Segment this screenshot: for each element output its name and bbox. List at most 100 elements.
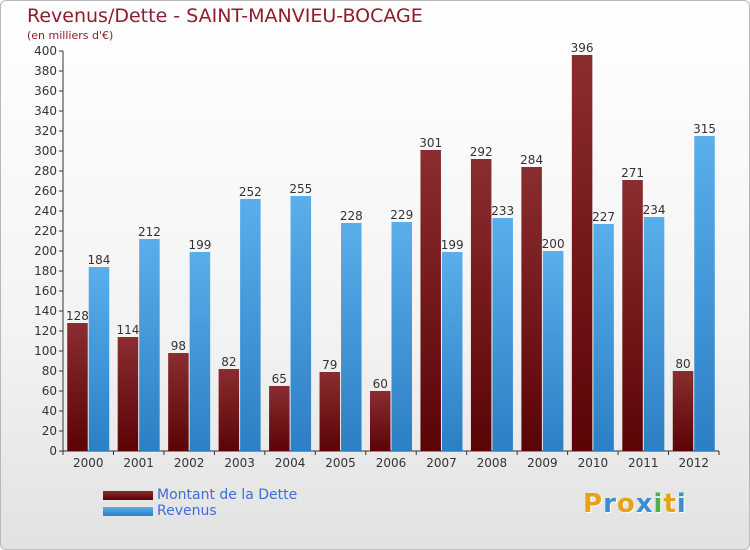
bar-revenus bbox=[88, 267, 110, 451]
chart-subtitle: (en milliers d'€) bbox=[27, 29, 114, 42]
legend-label-dette: Montant de la Dette bbox=[157, 487, 298, 503]
bar-revenus bbox=[189, 252, 211, 451]
bar-revenus bbox=[492, 218, 513, 451]
x-tick-label: 2006 bbox=[376, 456, 407, 470]
logo-letter: i bbox=[676, 489, 687, 519]
y-tick-label: 300 bbox=[34, 144, 57, 158]
value-label-dette: 65 bbox=[272, 372, 287, 386]
y-tick-label: 220 bbox=[34, 224, 57, 238]
bar-revenus bbox=[290, 196, 312, 451]
logo-letter: o bbox=[616, 489, 636, 519]
bar-dette bbox=[420, 150, 441, 451]
y-tick-label: 40 bbox=[42, 404, 57, 418]
bar-dette bbox=[521, 167, 542, 451]
bar-dette bbox=[571, 55, 593, 451]
x-tick-label: 2002 bbox=[174, 456, 205, 470]
value-label-dette: 301 bbox=[419, 136, 442, 150]
bar-dette bbox=[218, 369, 240, 451]
y-tick-label: 360 bbox=[34, 84, 57, 98]
value-label-revenus: 228 bbox=[340, 209, 363, 223]
value-label-revenus: 233 bbox=[491, 204, 514, 218]
bar-revenus bbox=[542, 251, 564, 451]
y-tick-label: 180 bbox=[34, 264, 57, 278]
value-label-dette: 114 bbox=[116, 323, 139, 337]
y-tick-label: 160 bbox=[34, 284, 57, 298]
value-label-revenus: 315 bbox=[693, 122, 716, 136]
bar-revenus bbox=[341, 223, 362, 451]
x-tick-label: 2011 bbox=[628, 456, 659, 470]
bar-revenus bbox=[139, 239, 160, 451]
y-tick-label: 340 bbox=[34, 104, 57, 118]
value-label-dette: 79 bbox=[322, 358, 337, 372]
legend-item-revenus: Revenus bbox=[103, 503, 297, 519]
value-label-revenus: 200 bbox=[542, 237, 565, 251]
value-label-revenus: 199 bbox=[441, 238, 464, 252]
chart-title: Revenus/Dette - SAINT-MANVIEU-BOCAGE bbox=[27, 5, 423, 27]
value-label-revenus: 234 bbox=[643, 203, 666, 217]
value-label-dette: 292 bbox=[470, 145, 493, 159]
y-tick-label: 240 bbox=[34, 204, 57, 218]
bar-dette bbox=[470, 159, 492, 451]
logo-letter: r bbox=[603, 489, 617, 519]
bar-dette bbox=[319, 372, 341, 451]
value-label-dette: 284 bbox=[520, 153, 543, 167]
y-tick-label: 100 bbox=[34, 344, 57, 358]
x-tick-label: 2010 bbox=[578, 456, 609, 470]
x-tick-label: 2007 bbox=[426, 456, 457, 470]
bar-revenus bbox=[643, 217, 665, 451]
x-tick-label: 2001 bbox=[123, 456, 154, 470]
bar-dette bbox=[67, 323, 88, 451]
value-label-dette: 396 bbox=[571, 41, 594, 55]
legend-swatch-dette bbox=[103, 490, 153, 500]
value-label-dette: 128 bbox=[66, 309, 89, 323]
y-tick-label: 380 bbox=[34, 64, 57, 78]
value-label-revenus: 199 bbox=[188, 238, 211, 252]
value-label-dette: 98 bbox=[171, 339, 186, 353]
value-label-revenus: 227 bbox=[592, 210, 615, 224]
x-tick-label: 2009 bbox=[527, 456, 558, 470]
bar-revenus bbox=[694, 136, 715, 451]
bar-dette bbox=[269, 386, 290, 451]
y-tick-label: 140 bbox=[34, 304, 57, 318]
bar-dette bbox=[622, 180, 643, 451]
value-label-revenus: 212 bbox=[138, 225, 161, 239]
x-tick-label: 2000 bbox=[73, 456, 104, 470]
x-tick-label: 2005 bbox=[325, 456, 356, 470]
y-tick-label: 280 bbox=[34, 164, 57, 178]
bar-dette bbox=[168, 353, 189, 451]
bar-revenus bbox=[240, 199, 261, 451]
value-label-dette: 271 bbox=[621, 166, 644, 180]
bar-dette bbox=[117, 337, 139, 451]
bars bbox=[67, 55, 715, 451]
legend: Montant de la Dette Revenus bbox=[103, 487, 297, 519]
legend-label-revenus: Revenus bbox=[157, 503, 217, 519]
bar-revenus bbox=[593, 224, 614, 451]
y-tick-label: 200 bbox=[34, 244, 57, 258]
logo-letter: t bbox=[663, 489, 677, 519]
legend-item-dette: Montant de la Dette bbox=[103, 487, 297, 503]
y-tick-label: 20 bbox=[42, 424, 57, 438]
x-tick-label: 2008 bbox=[477, 456, 508, 470]
value-label-revenus: 229 bbox=[390, 208, 413, 222]
legend-swatch-revenus bbox=[103, 506, 153, 516]
bar-dette bbox=[370, 391, 391, 451]
value-label-revenus: 252 bbox=[239, 185, 262, 199]
value-label-dette: 60 bbox=[373, 377, 388, 391]
logo-letter: x bbox=[635, 489, 654, 519]
value-label-dette: 82 bbox=[221, 355, 236, 369]
value-label-revenus: 184 bbox=[88, 253, 111, 267]
bar-dette bbox=[672, 371, 694, 451]
bar-revenus bbox=[391, 222, 412, 451]
y-tick-label: 0 bbox=[49, 444, 57, 458]
x-tick-label: 2003 bbox=[224, 456, 255, 470]
logo-letter: P bbox=[583, 489, 604, 519]
y-tick-label: 120 bbox=[34, 324, 57, 338]
value-label-dette: 80 bbox=[675, 357, 690, 371]
value-label-revenus: 255 bbox=[289, 182, 312, 196]
x-tick-label: 2012 bbox=[678, 456, 709, 470]
y-tick-label: 60 bbox=[42, 384, 57, 398]
x-tick-label: 2004 bbox=[275, 456, 306, 470]
y-tick-label: 320 bbox=[34, 124, 57, 138]
